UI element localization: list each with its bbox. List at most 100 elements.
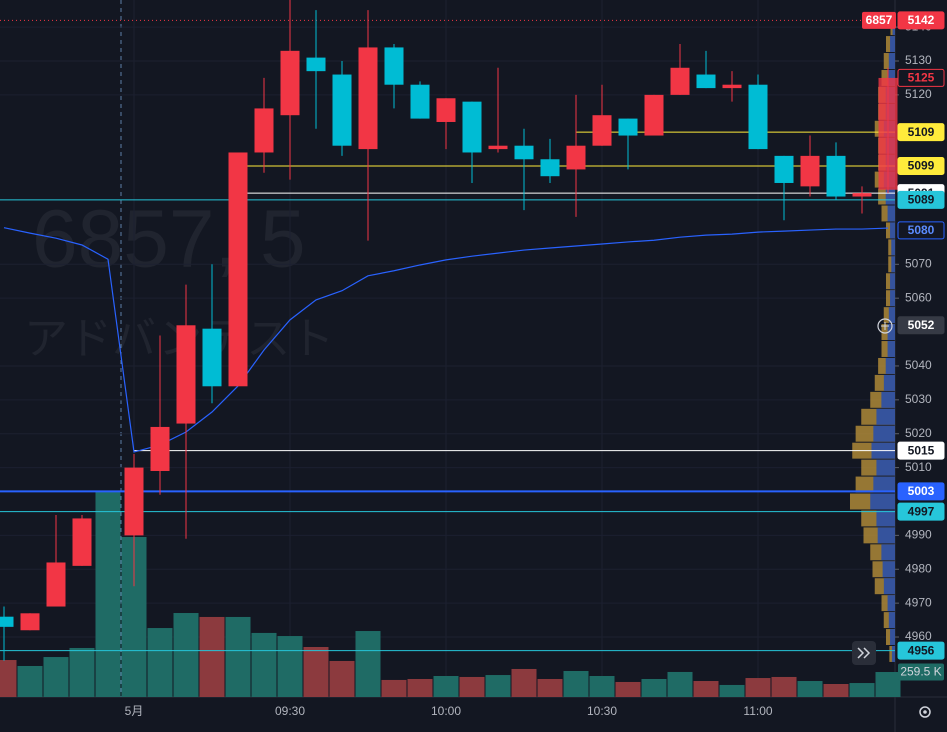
settings-button[interactable] (919, 706, 931, 718)
settings-icon[interactable] (919, 706, 931, 718)
volume-bar (147, 628, 173, 697)
price-label-box (897, 641, 945, 660)
price-label: 5080 (908, 223, 935, 237)
volume-profile-inner (888, 612, 895, 629)
price-label: 5125 (908, 71, 935, 85)
volume-label: 259.5 K (900, 665, 941, 679)
crosshair-button[interactable] (877, 318, 893, 334)
candle-body (722, 84, 742, 89)
candle-body (176, 325, 196, 424)
volume-bar (771, 676, 797, 697)
y-tick-label: 5070 (905, 256, 932, 270)
candle-body (280, 50, 300, 116)
volume-bar (537, 678, 563, 697)
price-label: 5015 (908, 443, 935, 457)
settings-dot[interactable] (923, 710, 927, 714)
candle-body (150, 426, 170, 471)
volume-profile-inner (890, 36, 895, 53)
candle-body (488, 145, 508, 150)
candle-body (540, 159, 560, 177)
candle-body (46, 562, 66, 607)
watermark-group: 6857, 5 アドバンテスト (24, 194, 334, 364)
candle-body (852, 193, 872, 197)
price-label: 5109 (908, 125, 935, 139)
volume-bar (433, 676, 459, 697)
volume-bar (173, 613, 199, 697)
x-tick-label: 5月 (125, 704, 144, 718)
candle-body (436, 98, 456, 122)
volume-bar (303, 647, 329, 697)
candle-body (774, 155, 794, 183)
volume-profile-inner (890, 273, 895, 290)
volume-bar (589, 676, 615, 697)
volume-profile-inner (873, 425, 895, 442)
candle-body (228, 152, 248, 387)
volume-bar (251, 632, 277, 697)
x-tick-label: 10:30 (587, 704, 617, 718)
volume-profile-inner (882, 561, 895, 578)
volume-profile-inner (891, 256, 895, 273)
volume-bar (667, 671, 693, 697)
volume-profile-inner (890, 222, 895, 239)
volume-profile-inner (891, 239, 895, 256)
candle-body (644, 94, 664, 136)
y-tick-label: 5030 (905, 392, 932, 406)
price-label-box (897, 441, 945, 460)
volume-bar (563, 670, 589, 697)
price-label-box (897, 502, 945, 521)
y-tick-label: 5040 (905, 358, 932, 372)
price-label-box (897, 68, 945, 87)
candle-body (254, 108, 274, 153)
volume-bar (199, 616, 225, 697)
candle-body (670, 67, 690, 95)
y-tick-label: 4960 (905, 629, 932, 643)
candle-body (202, 328, 222, 387)
scroll-button[interactable] (852, 641, 876, 665)
price-label: 5099 (908, 159, 935, 173)
price-label: 4997 (908, 504, 935, 518)
volume-profile-inner (876, 510, 895, 527)
x-tick-label: 11:00 (743, 704, 772, 718)
volume-profile-inner (883, 374, 895, 391)
candle-body (696, 74, 716, 89)
x-tick-label: 09:30 (275, 704, 305, 718)
watermark: 6857, 5 (32, 194, 306, 285)
symbol-label: 6857 (866, 13, 893, 27)
price-label-box (897, 482, 945, 501)
volume-bar (355, 631, 381, 697)
volume-bar (43, 657, 69, 697)
volume-profile-inner (876, 459, 895, 476)
candle-body (72, 518, 92, 566)
price-label: 4956 (908, 643, 935, 657)
volume-profile-inner (877, 527, 895, 544)
volume-profile-inner (887, 324, 895, 341)
plot: 4960 4970 4980 4990 5010 5020 5030 5040 5060 5070… (0, 0, 932, 718)
y-tick-label: 5120 (905, 87, 932, 101)
volume-bar (485, 675, 511, 697)
volume-profile-inner (887, 341, 895, 357)
volume-label-box (898, 663, 944, 681)
price-label-box (897, 190, 945, 209)
volume-bar (615, 681, 641, 697)
y-tick-label: 4980 (905, 561, 932, 575)
candle-body (124, 467, 144, 536)
volume-bar (745, 678, 771, 697)
volume-profile-inner (885, 188, 895, 205)
volume-profile-inner (890, 290, 895, 307)
volume-profile-inner (870, 493, 895, 510)
scroll-icon[interactable] (857, 647, 871, 659)
price-label: 5052 (908, 318, 935, 332)
candle-body (0, 616, 14, 627)
symbol-label-box (862, 11, 896, 29)
volume-bar (511, 668, 537, 697)
y-tick-label: 5060 (905, 290, 932, 304)
candle-body (332, 74, 352, 146)
crosshair-circle[interactable] (877, 318, 893, 334)
price-label: 5089 (908, 193, 935, 207)
volume-bar (17, 665, 43, 697)
volume-profile-inner (887, 595, 895, 612)
candle-body (826, 155, 846, 197)
price-label-box (897, 11, 945, 30)
volume-profile-inner (881, 544, 895, 561)
